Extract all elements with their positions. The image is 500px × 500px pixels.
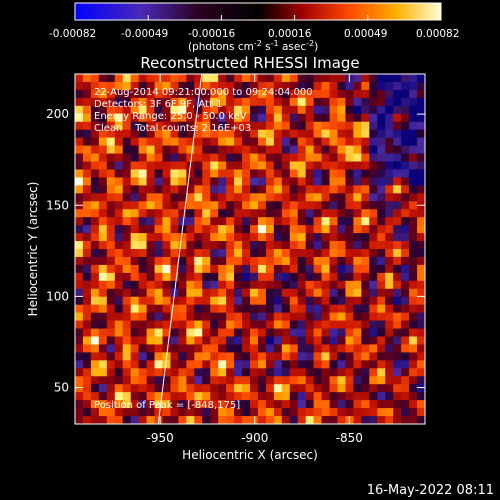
annotation-counts: Clean Total counts: 2.16E+03 bbox=[94, 123, 251, 134]
colorbar-tick-label: 0.00016 bbox=[268, 28, 312, 40]
y-tick-label: 50 bbox=[54, 381, 69, 395]
annotation-time: 22-Aug-2014 09:21:00.000 to 09:24:04.000 bbox=[94, 87, 313, 98]
annotation-energy: Energy Range: 25.0 - 50.0 keV bbox=[94, 111, 247, 122]
annotations: 22-Aug-2014 09:21:00.000 to 09:24:04.000… bbox=[94, 87, 313, 411]
colorbar-tick-label: 0.00049 bbox=[344, 28, 387, 40]
axes: -950 -900 -850 50 100 150 200 bbox=[46, 74, 425, 445]
y-tick-label: 150 bbox=[46, 198, 69, 212]
y-axis-label: Heliocentric Y (arcsec) bbox=[26, 182, 40, 317]
x-axis-label: Heliocentric X (arcsec) bbox=[182, 448, 318, 462]
y-tick-label: 200 bbox=[46, 107, 69, 121]
footer-timestamp: 16-May-2022 08:11 bbox=[367, 483, 494, 498]
colorbar-tick-label: 0.00082 bbox=[416, 28, 459, 40]
colorbar-ticks bbox=[74, 15, 442, 20]
chart-title: Reconstructed RHESSI Image bbox=[140, 54, 359, 72]
colorbar-tick-label: -0.00049 bbox=[121, 28, 168, 40]
colorbar-units: (photons cm-2 s-1 asec-2) bbox=[188, 39, 318, 53]
x-tick-label: -950 bbox=[147, 431, 174, 445]
x-tick-label: -900 bbox=[241, 431, 268, 445]
colorbar-border bbox=[74, 2, 442, 21]
colorbar-tick-label: -0.00016 bbox=[188, 28, 236, 40]
y-tick-label: 100 bbox=[46, 289, 69, 303]
colorbar-tick-label: -0.00082 bbox=[49, 28, 96, 40]
annotation-detectors: Detectors: 3F 6F 9F, Att 1 bbox=[94, 99, 222, 110]
annotation-peak: Position of Peak = [-848,175] bbox=[94, 400, 240, 411]
colorbar: -0.00082 -0.00049 -0.00016 0.00016 0.000… bbox=[49, 2, 459, 53]
plot-frame bbox=[74, 73, 426, 425]
colorbar-gradient bbox=[75, 3, 441, 20]
limb-line bbox=[157, 74, 203, 424]
heatmap-image bbox=[75, 74, 425, 424]
x-tick-label: -850 bbox=[336, 431, 363, 445]
